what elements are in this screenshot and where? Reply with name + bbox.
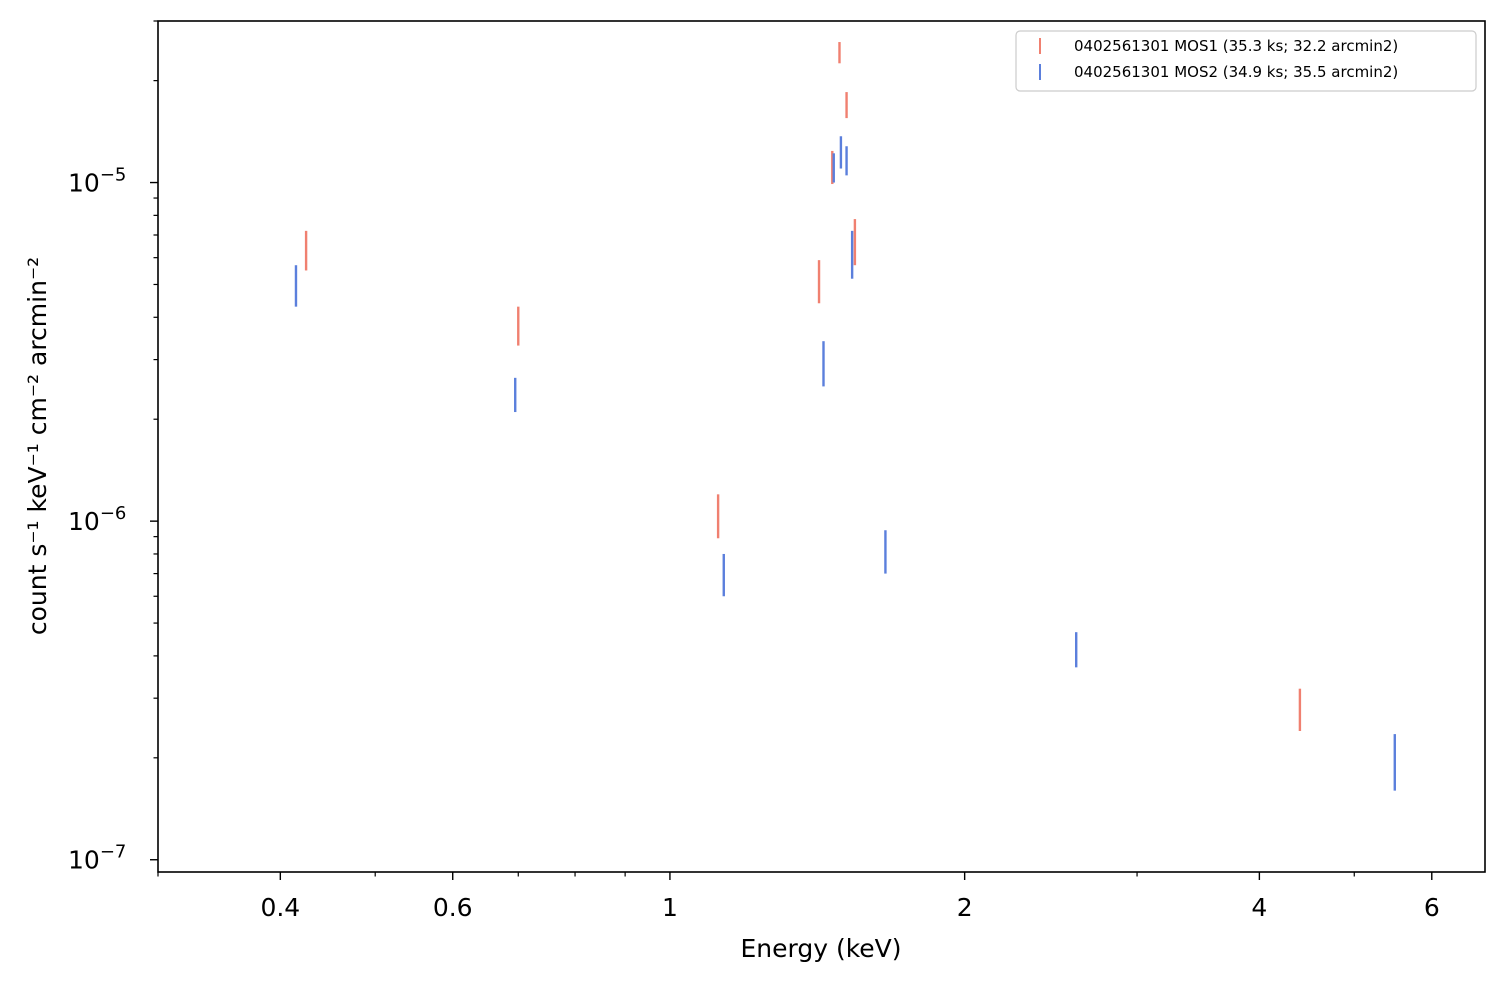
plot-background: [158, 21, 1485, 872]
x-tick-label: 0.6: [433, 893, 473, 922]
y-axis-label: count s⁻¹ keV⁻¹ cm⁻² arcmin⁻²: [23, 257, 52, 635]
x-tick-label: 1: [662, 893, 678, 922]
legend-entry-label: 0402561301 MOS2 (34.9 ks; 35.5 arcmin2): [1074, 63, 1398, 81]
x-tick-label: 2: [957, 893, 973, 922]
series-2: [294, 136, 1396, 791]
legend-box: [1015, 30, 1477, 92]
y-axis-ticks: 10−7 10−6 10−5: [68, 165, 158, 875]
x-axis-label: Energy (keV): [740, 934, 901, 963]
x-tick-label: 6: [1424, 893, 1440, 922]
plot-frame: [157, 20, 1486, 873]
x-tick-label: 0.4: [260, 893, 300, 922]
x-tick-label: 4: [1251, 893, 1267, 922]
data-series: [294, 42, 1396, 791]
series-1: [304, 42, 1302, 732]
y-tick-label: 10−6: [68, 503, 126, 536]
y-tick-label: 10−5: [68, 165, 126, 198]
x-axis-ticks: 0.4 0.6 1 2 4 6: [260, 872, 1440, 922]
legend-entry-label: 0402561301 MOS1 (35.3 ks; 32.2 arcmin2): [1074, 37, 1398, 55]
y-tick-label: 10−7: [68, 842, 126, 875]
legend: 0402561301 MOS1 (35.3 ks; 32.2 arcmin2) 0…: [1015, 30, 1477, 92]
